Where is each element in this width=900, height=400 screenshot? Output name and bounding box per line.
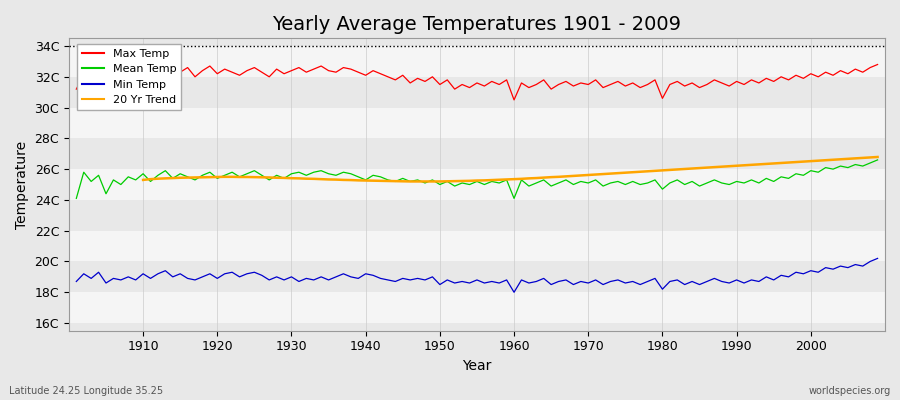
Bar — [69, 46, 885, 77]
Y-axis label: Temperature: Temperature — [15, 140, 29, 228]
Text: worldspecies.org: worldspecies.org — [809, 386, 891, 396]
Title: Yearly Average Temperatures 1901 - 2009: Yearly Average Temperatures 1901 - 2009 — [273, 15, 681, 34]
Legend: Max Temp, Mean Temp, Min Temp, 20 Yr Trend: Max Temp, Mean Temp, Min Temp, 20 Yr Tre… — [77, 44, 181, 110]
Bar — [69, 231, 885, 262]
Text: Latitude 24.25 Longitude 35.25: Latitude 24.25 Longitude 35.25 — [9, 386, 163, 396]
Bar — [69, 169, 885, 200]
Bar — [69, 292, 885, 323]
Bar — [69, 108, 885, 138]
X-axis label: Year: Year — [463, 359, 491, 373]
